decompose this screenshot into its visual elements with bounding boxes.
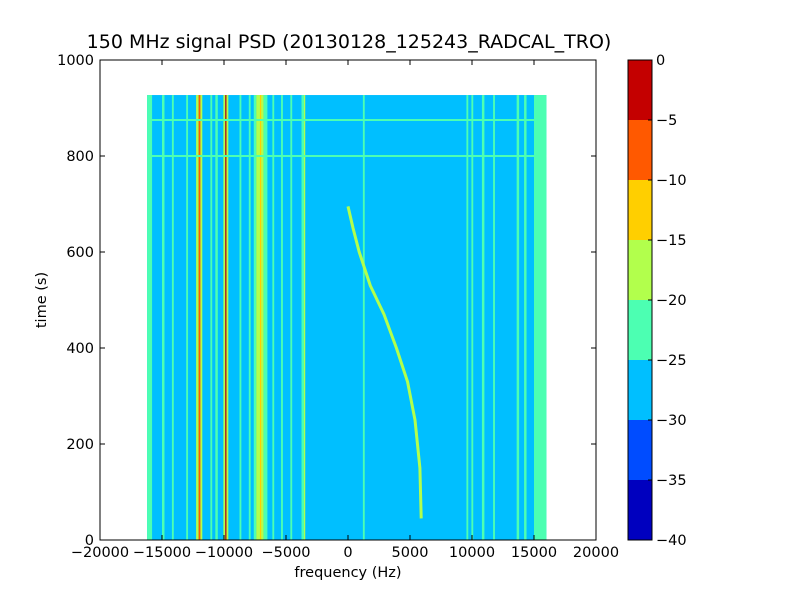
spectral-band	[225, 95, 227, 540]
x-tick-label: −10000	[195, 545, 253, 561]
x-tick-label: −5000	[261, 545, 310, 561]
colorbar-tick-label: 0	[656, 53, 665, 69]
spectral-band	[198, 95, 201, 540]
y-axis-ticks: 0 200 400 600 800 1000	[57, 53, 596, 549]
colorbar-tick-label: −5	[656, 113, 677, 129]
spectral-band	[534, 95, 547, 540]
colorbar-tick-label: −30	[656, 413, 687, 429]
colorbar-cell	[628, 360, 652, 420]
colorbar-cell	[628, 240, 652, 300]
colorbar-tick-label: −10	[656, 173, 687, 189]
x-axis-label: frequency (Hz)	[294, 565, 401, 581]
x-tick-label: 10000	[449, 545, 495, 561]
x-tick-label: 20000	[573, 545, 619, 561]
spectral-band	[186, 95, 189, 540]
signal-trace	[346, 206, 423, 519]
time-line	[147, 119, 547, 121]
spectral-band	[223, 95, 226, 540]
time-line	[147, 155, 547, 157]
colorbar-tick-label: −15	[656, 233, 687, 249]
x-axis-ticks: −20000 −15000 −10000 −5000 0 5000 10000 15000 20…	[71, 60, 619, 561]
x-tick-label: −20000	[71, 545, 129, 561]
spectrogram-image	[147, 95, 547, 540]
spectral-band	[196, 95, 199, 540]
spectral-band	[290, 95, 293, 540]
colorbar-cell	[628, 300, 652, 360]
x-tick-label: 15000	[511, 545, 557, 561]
spectral-band	[210, 95, 213, 540]
colorbar-cell	[628, 60, 652, 120]
colorbar-cell	[628, 420, 652, 480]
spectral-band	[200, 95, 203, 540]
colorbar-cell	[628, 480, 652, 540]
spectral-band	[466, 95, 469, 540]
x-tick-label: 5000	[392, 545, 429, 561]
colorbar-ticks: 0 −5 −10 −15 −20 −25 −30 −35 −40	[648, 53, 687, 549]
plot-area: −20000 −15000 −10000 −5000 0 5000 10000 15000 20…	[57, 53, 619, 561]
spectral-band	[301, 95, 304, 540]
y-tick-label: 400	[66, 341, 94, 357]
y-tick-label: 600	[66, 245, 94, 261]
spectral-band	[272, 95, 275, 540]
colorbar: 0 −5 −10 −15 −20 −25 −30 −35 −40	[627, 53, 687, 549]
spectral-band	[303, 95, 306, 540]
chart-title: 150 MHz signal PSD (20130128_125243_RADC…	[87, 31, 612, 53]
y-tick-label: 1000	[57, 53, 94, 69]
y-tick-label: 800	[66, 149, 94, 165]
colorbar-tick-label: −25	[656, 353, 687, 369]
y-axis-label: time (s)	[34, 272, 50, 328]
spectral-band	[281, 95, 283, 540]
colorbar-cell	[628, 120, 652, 180]
spectral-band	[248, 95, 251, 540]
spectral-band	[239, 95, 242, 540]
spectral-band	[524, 95, 527, 540]
colorbar-tick-label: −20	[656, 293, 687, 309]
spectral-band	[362, 95, 365, 540]
x-tick-label: 0	[343, 545, 352, 561]
spectral-band	[481, 95, 485, 540]
spectral-band	[263, 95, 268, 540]
spectral-band	[226, 95, 229, 540]
y-tick-label: 0	[85, 533, 94, 549]
spectrogram-background	[147, 95, 547, 540]
y-tick-label: 200	[66, 437, 94, 453]
spectral-band	[162, 95, 165, 540]
x-tick-label: −15000	[133, 545, 191, 561]
spectral-band	[253, 95, 257, 540]
spectral-band	[516, 95, 520, 540]
spectral-band	[259, 95, 262, 540]
colorbar-tick-label: −40	[656, 533, 687, 549]
spectral-band	[171, 95, 174, 540]
spectral-band	[471, 95, 474, 540]
spectral-band	[147, 95, 153, 540]
colorbar-tick-label: −35	[656, 473, 687, 489]
spectral-band	[215, 95, 218, 540]
colorbar-cells	[628, 60, 652, 540]
colorbar-cell	[628, 180, 652, 240]
spectral-band	[493, 95, 495, 540]
